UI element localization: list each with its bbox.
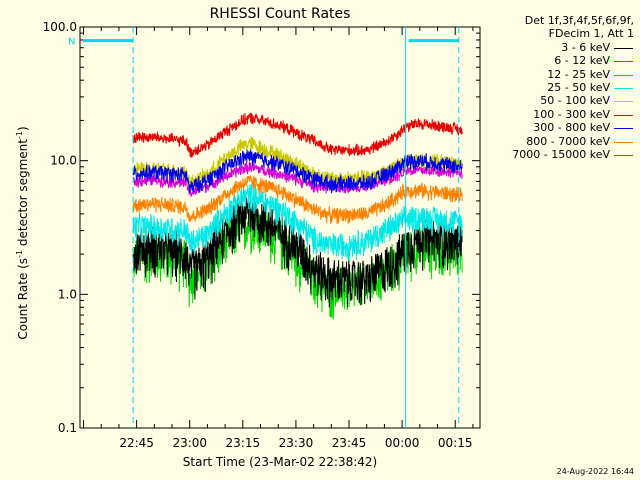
legend-entry-label: 6 - 12 keV (554, 54, 610, 68)
legend-swatch (614, 47, 633, 49)
legend-swatch (614, 87, 633, 89)
legend-header-line: Det 1f,3f,4f,5f,6f,9f, (524, 14, 634, 27)
legend-entry-label: 12 - 25 keV (547, 67, 610, 81)
series-line (132, 196, 463, 308)
legend-entry-label: 3 - 6 keV (561, 40, 610, 54)
x-tick-label: 00:15 (438, 436, 473, 450)
x-tick-label: 23:30 (279, 436, 314, 450)
legend-swatch (614, 128, 633, 130)
timestamp: 24-Aug-2022 16:44 (556, 467, 634, 476)
legend-entry-label: 7000 - 15000 keV (512, 147, 610, 161)
plot-area: 100.0 10.0 1.0 0.1 22:45 23:00 23:15 23:30 23:45… (43, 20, 481, 450)
x-tick-label: 23:15 (226, 436, 261, 450)
legend-entry-label: 50 - 100 keV (540, 94, 610, 108)
legend-entry: 6 - 12 keV (474, 54, 634, 67)
legend-header-line: FDecim 1, Att 1 (548, 27, 634, 41)
flag-label: N (68, 37, 75, 48)
series-line (132, 161, 463, 197)
plot-frame (79, 26, 481, 429)
legend-swatch (614, 74, 633, 76)
legend-entry-label: 800 - 7000 keV (526, 134, 610, 148)
legend-entry: 7000 - 15000 keV (474, 148, 634, 161)
y-tick-label: 1.0 (58, 287, 77, 301)
legend-entry: 3 - 6 keV (474, 41, 634, 54)
chart-legend: Det 1f,3f,4f,5f,6f,9f, FDecim 1, Att 1 3… (474, 14, 634, 161)
legend-entry: 25 - 50 keV (474, 81, 634, 94)
legend-swatch (614, 101, 633, 103)
series-line (132, 112, 463, 159)
legend-entry: 800 - 7000 keV (474, 135, 634, 148)
series-line (132, 182, 463, 261)
legend-entry: 300 - 800 keV (474, 121, 634, 134)
x-tick-label: 22:45 (119, 436, 154, 450)
y-tick-label: 100.0 (43, 20, 77, 34)
legend-swatch (614, 114, 633, 116)
legend-entry-label: 300 - 800 keV (533, 121, 610, 135)
y-axis-label: Count Rate (s-1 detector segment-1) (15, 126, 30, 339)
x-tick-label: 23:00 (172, 436, 207, 450)
legend-swatch (614, 61, 633, 63)
legend-entry: 50 - 100 keV (474, 94, 634, 107)
y-tick-label: 10.0 (50, 154, 77, 168)
series-line (132, 174, 463, 225)
legend-entry-label: 100 - 300 keV (533, 107, 610, 121)
x-axis-label: Start Time (23-Mar-02 22:38:42) (183, 455, 377, 469)
x-tick-label: 23:45 (332, 436, 367, 450)
legend-swatch (614, 154, 633, 156)
legend-entry: 100 - 300 keV (474, 108, 634, 121)
legend-swatch (614, 141, 633, 143)
y-tick-label: 0.1 (58, 421, 77, 435)
legend-entry-label: 25 - 50 keV (547, 80, 610, 94)
chart-title: RHESSI Count Rates (210, 6, 351, 22)
legend-entry: 12 - 25 keV (474, 68, 634, 81)
x-tick-label: 00:00 (385, 436, 420, 450)
series-line (132, 149, 463, 194)
